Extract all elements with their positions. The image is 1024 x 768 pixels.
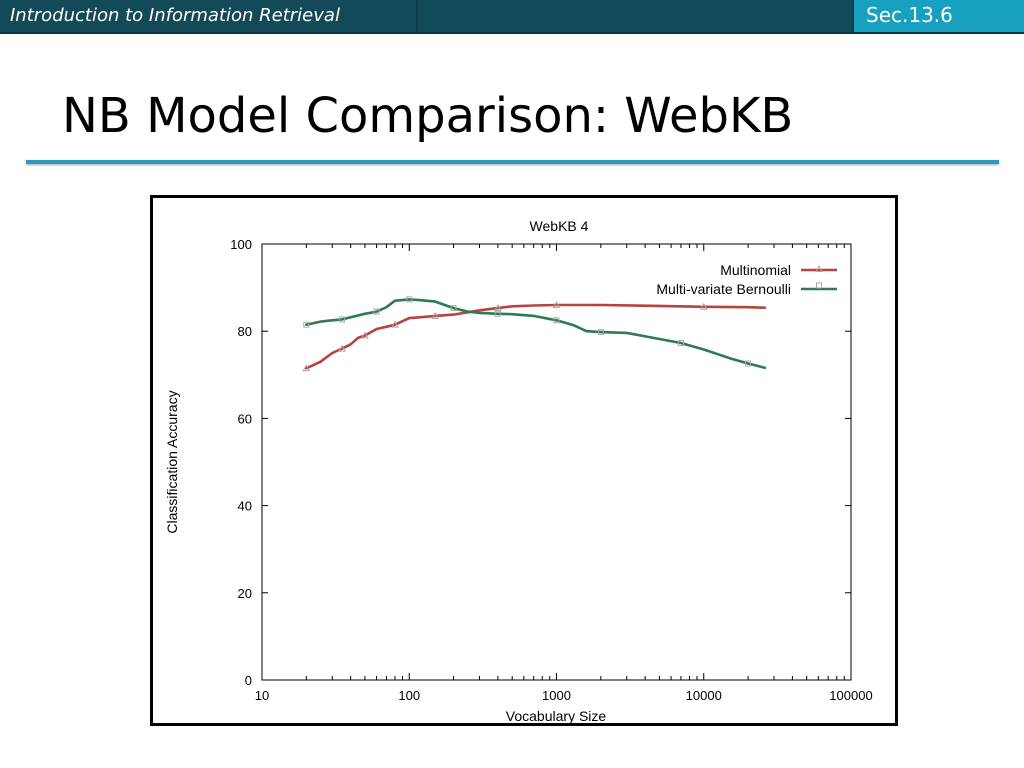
x-tick-label: 100000 bbox=[829, 688, 872, 703]
series-point bbox=[361, 331, 369, 339]
chart-legend: Multinomial Multi-variate Bernoulli bbox=[656, 262, 837, 297]
x-axis-label: Vocabulary Size bbox=[506, 708, 607, 723]
plot-frame bbox=[261, 243, 852, 681]
legend-label: Multinomial bbox=[720, 262, 791, 278]
series-line bbox=[305, 298, 767, 370]
y-tick-label: 80 bbox=[238, 324, 252, 339]
series-point bbox=[552, 300, 561, 309]
slide-header-bar: Introduction to Information Retrieval Se… bbox=[0, 0, 1024, 34]
x-tick-label: 1000 bbox=[542, 688, 571, 703]
accuracy-chart: WebKB 4 0 20 40 60 80 100 10 100 1000 10000 100000… bbox=[164, 218, 873, 723]
axis-ticks: 0 20 40 60 80 100 10 100 1000 10000 100000 bbox=[230, 237, 872, 703]
series-point bbox=[302, 364, 311, 372]
series-point bbox=[494, 310, 501, 317]
chart-title: WebKB 4 bbox=[530, 218, 589, 234]
series-dotted-trace bbox=[306, 298, 766, 369]
y-tick-label: 40 bbox=[238, 499, 252, 514]
series-point bbox=[597, 329, 604, 336]
slide-title: NB Model Comparison: WebKB bbox=[62, 88, 794, 144]
y-tick-label: 60 bbox=[238, 411, 252, 426]
header-divider bbox=[852, 0, 854, 32]
x-tick-label: 10 bbox=[255, 688, 269, 703]
legend-label: Multi-variate Bernoulli bbox=[656, 281, 791, 297]
series-point bbox=[494, 304, 502, 312]
x-tick-label: 10000 bbox=[686, 688, 722, 703]
series-point bbox=[406, 296, 413, 303]
series-point bbox=[303, 321, 310, 328]
legend-marker bbox=[816, 282, 822, 289]
series-point bbox=[553, 317, 560, 324]
x-tick-label: 100 bbox=[398, 688, 420, 703]
header-divider bbox=[416, 0, 418, 32]
section-badge: Sec.13.6 bbox=[854, 0, 1024, 32]
title-underline bbox=[26, 160, 999, 164]
y-tick-label: 20 bbox=[238, 586, 252, 601]
chart-figure: WebKB 4 0 20 40 60 80 100 10 100 1000 10000 100000… bbox=[150, 195, 898, 726]
section-label: Sec.13.6 bbox=[866, 3, 953, 27]
series-point bbox=[745, 360, 752, 367]
y-tick-label: 0 bbox=[245, 673, 252, 688]
series-layer bbox=[302, 296, 767, 372]
legend-marker bbox=[815, 264, 823, 272]
series-point bbox=[699, 302, 708, 310]
series-point bbox=[431, 311, 440, 319]
series-point bbox=[338, 344, 346, 352]
y-axis-label: Classification Accuracy bbox=[164, 390, 180, 533]
series-point bbox=[450, 305, 457, 312]
series-point bbox=[391, 320, 399, 328]
series-point bbox=[373, 308, 380, 315]
series-point bbox=[339, 316, 346, 323]
y-tick-label: 100 bbox=[230, 237, 252, 252]
series-point bbox=[677, 339, 684, 346]
course-title: Introduction to Information Retrieval bbox=[10, 5, 340, 26]
series-line bbox=[305, 303, 767, 370]
